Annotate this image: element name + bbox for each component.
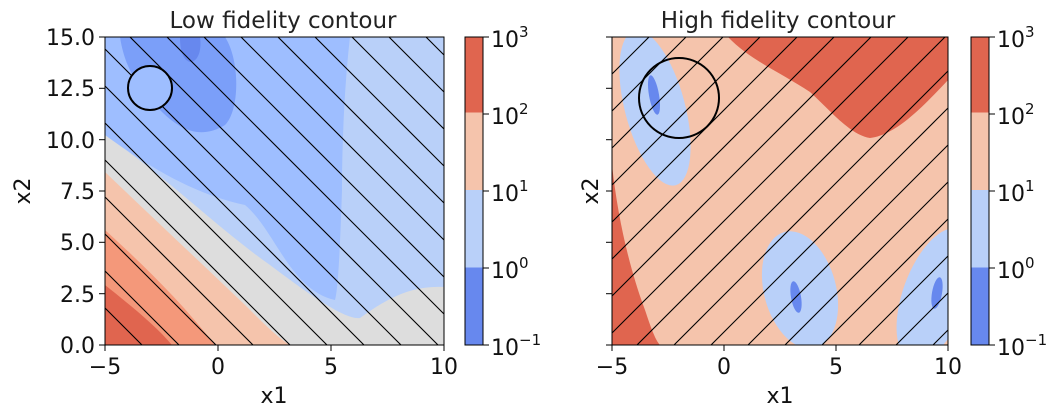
left-xtick-label: 10	[430, 355, 458, 380]
hatch-line	[636, 37, 946, 345]
hatch-line	[784, 181, 948, 345]
hatch-line	[105, 159, 291, 345]
hatch-line	[710, 107, 948, 345]
left-xtick-label: 5	[324, 355, 338, 380]
left-colorbar-band-0	[465, 267, 483, 345]
right-xtick-label: 10	[934, 355, 962, 380]
left-ytick-label: 10.0	[46, 129, 95, 154]
hatch-line	[858, 255, 948, 345]
hatch-line	[351, 37, 444, 130]
left-xtick-label: 0	[211, 355, 225, 380]
hatch-line	[105, 85, 365, 345]
left-region-level-100-1000	[105, 285, 172, 345]
hatch-line	[612, 37, 687, 112]
hatch-line	[314, 37, 444, 167]
left-y-axis-label: x2	[11, 177, 36, 204]
hatch-line	[129, 37, 439, 345]
right-colorbar-band-1	[971, 190, 989, 268]
left-colorbar-label: 100	[491, 254, 529, 284]
right-colorbar: 103 102 101 100 10−1	[970, 23, 1047, 361]
hatch-line	[105, 196, 254, 345]
left-y-ticks	[99, 36, 105, 346]
right-colorbar-label: 10−1	[997, 331, 1047, 361]
hatch-line	[612, 37, 835, 260]
right-hatch	[612, 37, 1064, 345]
hatch-line	[388, 37, 444, 93]
left-x-axis-label: x1	[260, 384, 287, 409]
left-ytick-label: 15.0	[46, 26, 95, 51]
hatch-line	[166, 37, 444, 315]
hatch-line	[240, 37, 444, 241]
right-plot-title: High fidelity contour	[661, 8, 896, 34]
right-x-axis-label: x1	[766, 384, 793, 409]
left-x-ticks	[104, 345, 445, 351]
left-ytick-label: 12.5	[46, 77, 95, 102]
hatch-line	[105, 122, 328, 345]
right-region-dark-upper	[647, 75, 661, 115]
hatch-line	[821, 218, 948, 345]
left-colorbar: 103 102 101 100 10−1	[464, 23, 541, 361]
right-y-ticks	[606, 36, 612, 346]
right-colorbar-label: 101	[997, 177, 1035, 207]
hatch-line	[105, 270, 180, 345]
left-ytick-label: 0.0	[60, 334, 95, 359]
hatch-line	[612, 37, 761, 186]
right-region-red-top	[728, 37, 948, 138]
left-xtick-label: −5	[89, 355, 121, 380]
left-ytick-label: 5.0	[60, 231, 95, 256]
hatch-line	[747, 144, 948, 345]
left-colorbar-label: 102	[491, 100, 529, 130]
right-colorbar-label: 103	[997, 23, 1035, 53]
left-hatch	[105, 37, 444, 345]
hatch-line	[1044, 37, 1064, 345]
right-xtick-label: −5	[596, 355, 628, 380]
hatch-line	[277, 37, 444, 204]
left-colorbar-label: 101	[491, 177, 529, 207]
left-ytick-label: 7.5	[60, 180, 95, 205]
right-plot: High fidelity contour	[579, 8, 1064, 409]
right-y-axis-label: x2	[579, 177, 604, 204]
hatch-line	[612, 37, 724, 149]
left-ytick-label: 2.5	[60, 283, 95, 308]
left-colorbar-band-2	[465, 112, 483, 190]
hatch-line	[612, 37, 798, 223]
left-colorbar-band-1	[465, 190, 483, 268]
hatch-line	[105, 233, 217, 345]
left-plot: Low fidelity contour	[11, 8, 458, 409]
left-plot-title: Low fidelity contour	[170, 8, 398, 34]
hatch-line	[612, 37, 872, 297]
left-marker-circle	[127, 65, 173, 111]
right-colorbar-label: 100	[997, 254, 1035, 284]
right-colorbar-band-3	[971, 37, 989, 113]
left-colorbar-band-3	[465, 37, 483, 113]
right-colorbar-label: 102	[997, 100, 1035, 130]
right-contour-fill	[612, 37, 1064, 345]
right-colorbar-band-2	[971, 112, 989, 190]
hatch-line	[895, 292, 948, 345]
right-x-ticks	[611, 345, 949, 351]
left-colorbar-label: 10−1	[491, 331, 541, 361]
right-region-blue-middle	[761, 231, 839, 345]
right-colorbar-band-0	[971, 267, 989, 345]
right-region-red-bottom	[612, 165, 660, 345]
right-xtick-label: 5	[829, 355, 843, 380]
hatch-line	[673, 70, 948, 345]
hatch-line	[612, 37, 909, 334]
left-colorbar-label: 103	[491, 23, 529, 53]
right-xtick-label: 0	[717, 355, 731, 380]
hatch-line	[203, 37, 444, 278]
right-marker-circle	[638, 57, 720, 139]
